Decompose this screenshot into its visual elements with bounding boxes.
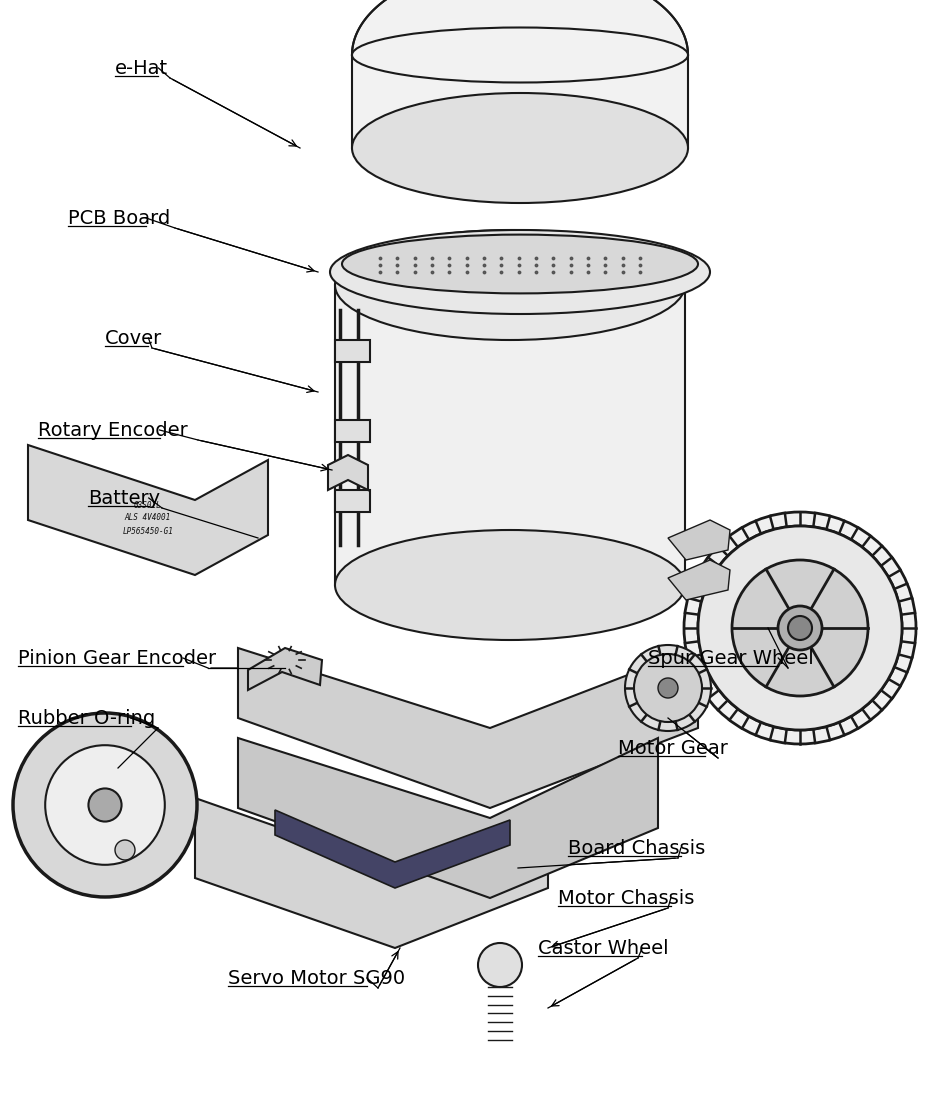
Ellipse shape bbox=[352, 27, 688, 82]
Text: Battery: Battery bbox=[88, 489, 161, 507]
Polygon shape bbox=[195, 798, 548, 948]
Circle shape bbox=[88, 788, 122, 822]
Text: 03S01L: 03S01L bbox=[134, 501, 162, 510]
Ellipse shape bbox=[342, 235, 698, 294]
Circle shape bbox=[732, 560, 868, 696]
Ellipse shape bbox=[335, 230, 685, 340]
Polygon shape bbox=[28, 445, 268, 575]
FancyBboxPatch shape bbox=[335, 340, 370, 362]
Ellipse shape bbox=[330, 230, 710, 313]
Text: Motor Chassis: Motor Chassis bbox=[558, 889, 694, 907]
Text: Castor Wheel: Castor Wheel bbox=[538, 938, 669, 958]
Circle shape bbox=[788, 616, 812, 640]
FancyBboxPatch shape bbox=[335, 490, 370, 512]
Text: Motor Gear: Motor Gear bbox=[618, 739, 728, 757]
Text: e-Hat: e-Hat bbox=[115, 58, 168, 78]
Ellipse shape bbox=[335, 530, 685, 640]
Polygon shape bbox=[238, 648, 698, 808]
Circle shape bbox=[625, 646, 711, 731]
Polygon shape bbox=[248, 648, 322, 690]
Text: Rotary Encoder: Rotary Encoder bbox=[38, 421, 188, 439]
Text: Spur Gear Wheel: Spur Gear Wheel bbox=[648, 649, 814, 667]
Text: PCB Board: PCB Board bbox=[68, 208, 170, 228]
Polygon shape bbox=[328, 455, 368, 490]
Circle shape bbox=[478, 943, 522, 987]
Circle shape bbox=[778, 606, 822, 650]
Text: ALS 4V4001: ALS 4V4001 bbox=[124, 514, 171, 523]
Circle shape bbox=[46, 745, 164, 865]
Circle shape bbox=[658, 678, 678, 698]
Text: Board Chassis: Board Chassis bbox=[568, 838, 705, 857]
Circle shape bbox=[698, 526, 902, 730]
Circle shape bbox=[698, 526, 902, 730]
Circle shape bbox=[684, 512, 916, 744]
Circle shape bbox=[13, 713, 197, 897]
Text: LP565450-G1: LP565450-G1 bbox=[123, 526, 174, 536]
Polygon shape bbox=[352, 0, 688, 55]
Polygon shape bbox=[275, 810, 510, 888]
Ellipse shape bbox=[352, 93, 688, 203]
Polygon shape bbox=[335, 285, 685, 585]
Polygon shape bbox=[238, 738, 658, 898]
Polygon shape bbox=[668, 560, 730, 600]
Polygon shape bbox=[352, 55, 688, 148]
Circle shape bbox=[115, 840, 135, 860]
Polygon shape bbox=[668, 520, 730, 560]
Text: Servo Motor SG90: Servo Motor SG90 bbox=[228, 969, 405, 987]
Text: Pinion Gear Encoder: Pinion Gear Encoder bbox=[18, 649, 217, 667]
FancyBboxPatch shape bbox=[335, 420, 370, 442]
Text: Cover: Cover bbox=[105, 329, 162, 347]
Text: Rubber O-ring: Rubber O-ring bbox=[18, 708, 155, 728]
Circle shape bbox=[634, 654, 702, 722]
